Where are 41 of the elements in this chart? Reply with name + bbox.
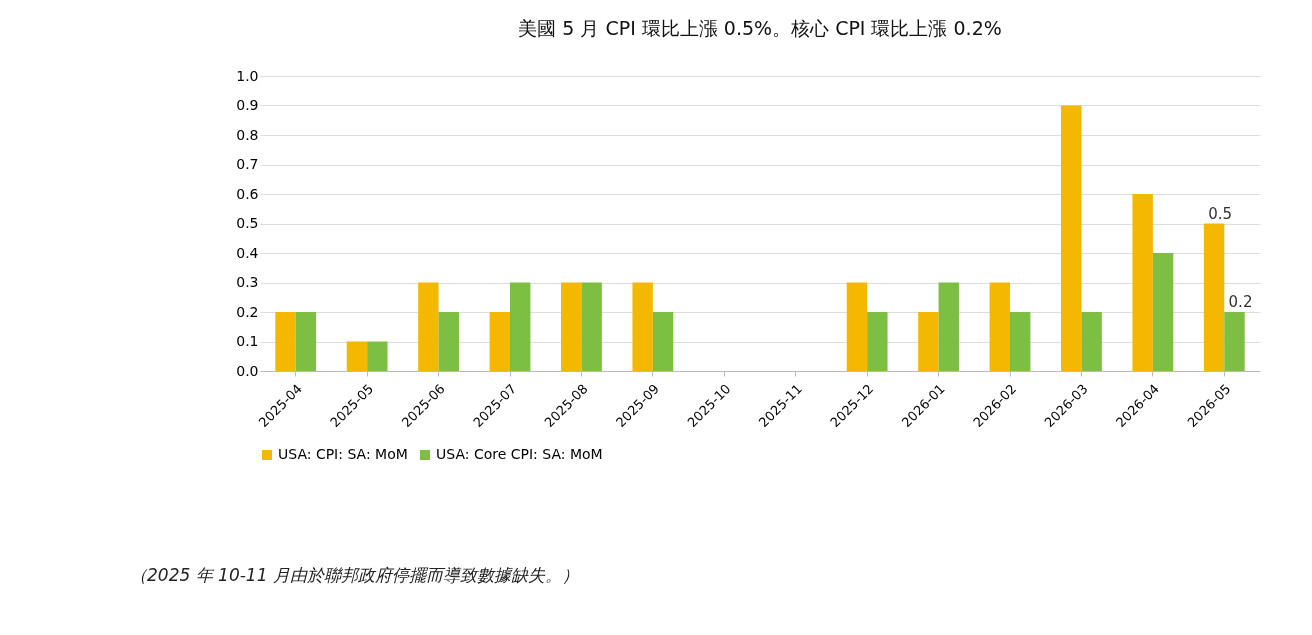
bar [510,282,531,371]
bar [1061,105,1082,371]
bar [1081,312,1102,371]
bar [346,341,368,371]
y-tick-label: 0.1 [236,333,259,349]
chart-title: 美國 5 月 CPI 環比上漲 0.5%。核心 CPI 環比上漲 0.2% [518,17,1002,39]
bar [1132,194,1153,371]
legend-label: USA: Core CPI: SA: MoM [436,446,603,462]
bar [367,341,388,371]
y-tick-label: 0.2 [236,303,259,320]
text: （2025 年 10-11 月由於聯邦政府停擺而導致數據缺失。） [130,565,579,585]
bar [989,282,1010,371]
bar [561,282,582,371]
bar [1224,312,1245,371]
y-tick-label: 0.6 [236,185,259,202]
legend-label: USA: CPI: SA: MoM [278,446,408,462]
bar [846,282,868,371]
y-tick-label: 0.9 [236,97,259,113]
y-tick-label: 0.3 [236,274,259,290]
bar [295,312,317,371]
bar [652,312,674,371]
bar [275,312,296,371]
y-tick-label: 0.0 [236,362,259,379]
y-tick-label: 0.4 [236,244,259,261]
y-tick-label: 1.0 [236,67,259,84]
bar [1152,253,1174,371]
bar [1010,312,1031,371]
y-tick-label: 0.5 [236,215,259,231]
y-tick-label: 0.7 [236,156,259,172]
bar [938,282,959,371]
y-tick-label: 0.8 [236,126,259,143]
bar [1203,223,1225,371]
bar [489,312,510,371]
data-label: 0.2 [1228,293,1253,311]
bar [867,312,888,371]
data-label: 0.5 [1208,204,1233,223]
bar [418,282,439,371]
bar [632,282,653,371]
bar [581,282,602,371]
bar [918,312,939,371]
bar [438,312,459,371]
